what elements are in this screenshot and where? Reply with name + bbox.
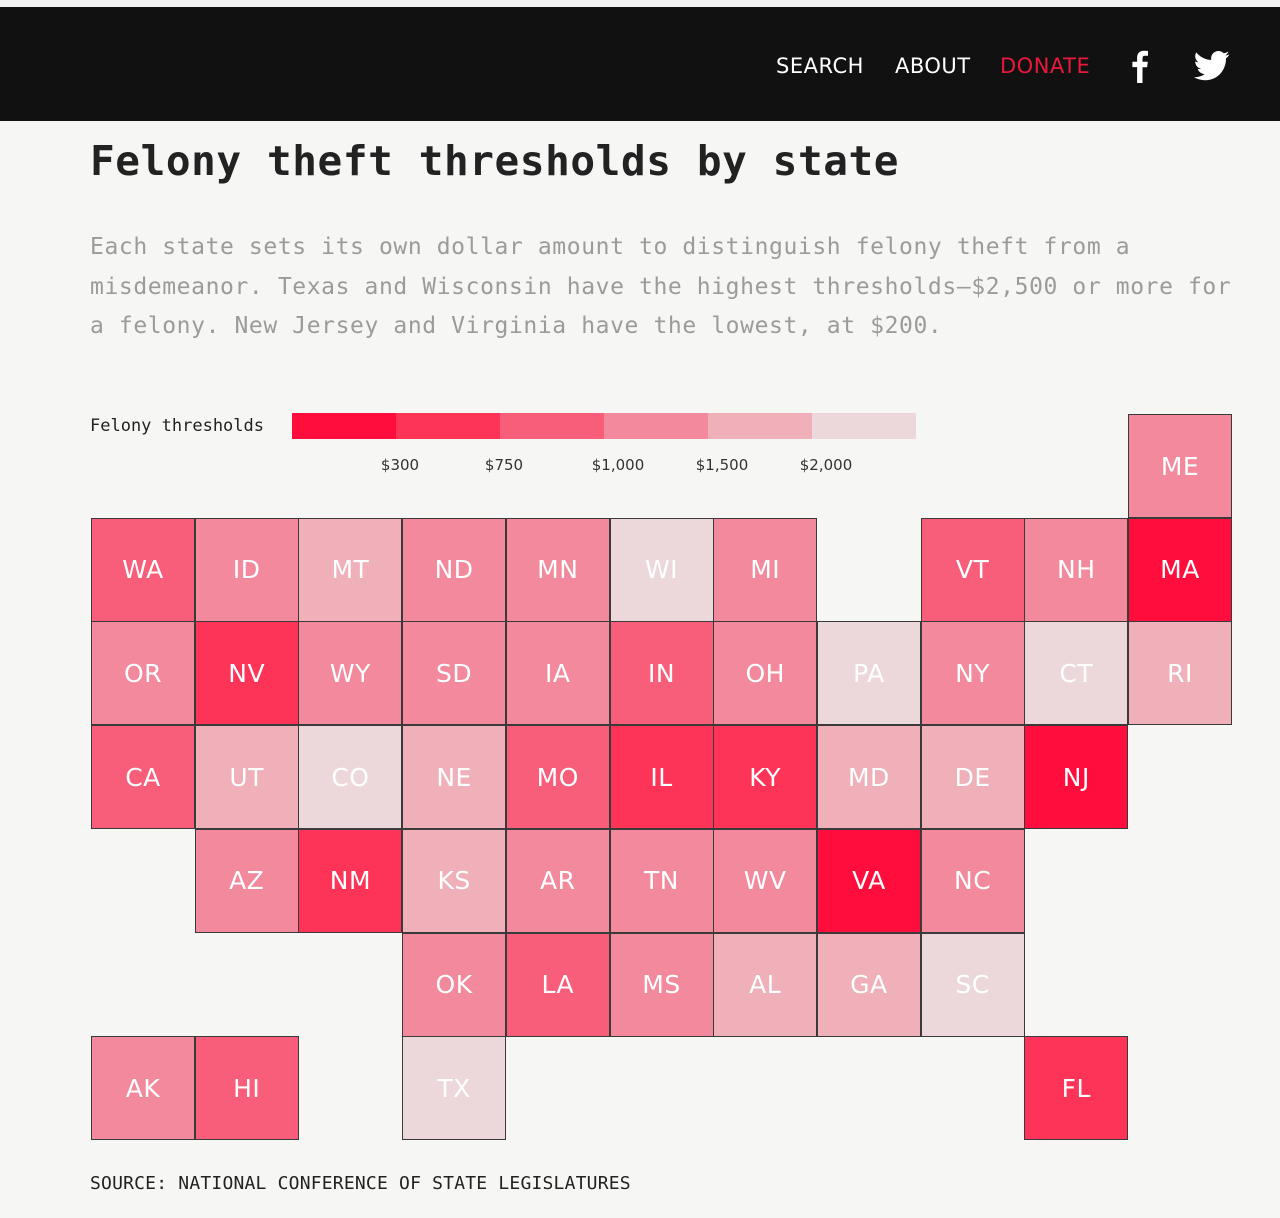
state-tile-md[interactable]: MD <box>816 725 921 830</box>
state-tile-wa[interactable]: WA <box>91 517 195 622</box>
intro-description: Each state sets its own dollar amount to… <box>90 234 1232 339</box>
state-tile-nh[interactable]: NH <box>1024 517 1129 622</box>
legend-swatch <box>396 413 500 439</box>
state-tile-me[interactable]: ME <box>1128 414 1232 518</box>
state-tile-ok[interactable]: OK <box>402 932 507 1037</box>
state-tile-pa[interactable]: PA <box>816 621 921 726</box>
state-tile-wy[interactable]: WY <box>298 621 403 726</box>
state-tile-oh[interactable]: OH <box>713 621 818 726</box>
state-tile-ne[interactable]: NE <box>402 725 507 830</box>
state-tile-mi[interactable]: MI <box>713 517 818 622</box>
state-tile-ny[interactable]: NY <box>920 621 1025 726</box>
state-tile-il[interactable]: IL <box>609 725 714 830</box>
state-tile-wv[interactable]: WV <box>713 828 818 933</box>
state-tile-de[interactable]: DE <box>920 725 1025 830</box>
legend-swatch <box>500 413 604 439</box>
legend-tick-label: $1,500 <box>695 456 749 474</box>
state-tile-ut[interactable]: UT <box>194 725 299 830</box>
state-tile-la[interactable]: LA <box>505 932 610 1037</box>
state-tile-mo[interactable]: MO <box>505 725 610 830</box>
state-tile-ct[interactable]: CT <box>1024 621 1129 726</box>
state-tile-wi[interactable]: WI <box>609 517 714 622</box>
legend-tick-label: $750 <box>484 456 524 474</box>
state-tile-nm[interactable]: NM <box>298 828 403 933</box>
state-tile-ks[interactable]: KS <box>402 828 507 933</box>
state-tile-az[interactable]: AZ <box>194 828 299 933</box>
twitter-icon[interactable] <box>1193 47 1230 83</box>
state-tile-ga[interactable]: GA <box>816 932 921 1037</box>
top-nav-bar: SEARCH ABOUT DONATE <box>0 7 1280 121</box>
state-tile-tx[interactable]: TX <box>402 1036 507 1141</box>
state-tile-ia[interactable]: IA <box>505 621 610 726</box>
state-tile-vt[interactable]: VT <box>920 517 1025 622</box>
legend-swatch <box>812 413 916 439</box>
nav-search-link[interactable]: SEARCH <box>776 54 864 78</box>
facebook-icon[interactable] <box>1122 47 1158 83</box>
state-tile-or[interactable]: OR <box>91 621 195 726</box>
state-tile-ak[interactable]: AK <box>91 1036 195 1141</box>
state-tile-fl[interactable]: FL <box>1024 1036 1129 1141</box>
state-tile-co[interactable]: CO <box>298 725 403 830</box>
page-title: Felony theft thresholds by state <box>90 137 900 185</box>
top-strip <box>0 0 1280 7</box>
state-tile-tn[interactable]: TN <box>609 828 714 933</box>
state-tile-ca[interactable]: CA <box>91 725 195 830</box>
state-tile-sd[interactable]: SD <box>402 621 507 726</box>
legend-swatch <box>708 413 812 439</box>
legend-tick-label: $1,000 <box>591 456 645 474</box>
state-tile-mt[interactable]: MT <box>298 517 403 622</box>
nav-about-link[interactable]: ABOUT <box>895 54 971 78</box>
state-tile-ky[interactable]: KY <box>713 725 818 830</box>
state-tile-hi[interactable]: HI <box>194 1036 299 1141</box>
state-tile-in[interactable]: IN <box>609 621 714 726</box>
legend-tick-label: $2,000 <box>799 456 853 474</box>
legend-title: Felony thresholds <box>90 416 264 436</box>
state-tile-nc[interactable]: NC <box>920 828 1025 933</box>
state-tile-nv[interactable]: NV <box>194 621 299 726</box>
state-tile-sc[interactable]: SC <box>920 932 1025 1037</box>
nav-donate-link[interactable]: DONATE <box>1000 54 1091 78</box>
state-tile-nj[interactable]: NJ <box>1024 725 1129 830</box>
state-tile-ms[interactable]: MS <box>609 932 714 1037</box>
state-tile-va[interactable]: VA <box>816 828 921 933</box>
state-tile-ri[interactable]: RI <box>1128 621 1232 726</box>
state-tile-al[interactable]: AL <box>713 932 818 1037</box>
legend-swatch <box>604 413 708 439</box>
source-note: SOURCE: NATIONAL CONFERENCE OF STATE LEG… <box>90 1173 631 1194</box>
state-tile-mn[interactable]: MN <box>505 517 610 622</box>
state-tile-ar[interactable]: AR <box>505 828 610 933</box>
legend-tick-label: $300 <box>380 456 420 474</box>
state-tile-ma[interactable]: MA <box>1128 517 1232 622</box>
state-tile-nd[interactable]: ND <box>402 517 507 622</box>
legend-swatch <box>292 413 396 439</box>
state-tile-id[interactable]: ID <box>194 517 299 622</box>
